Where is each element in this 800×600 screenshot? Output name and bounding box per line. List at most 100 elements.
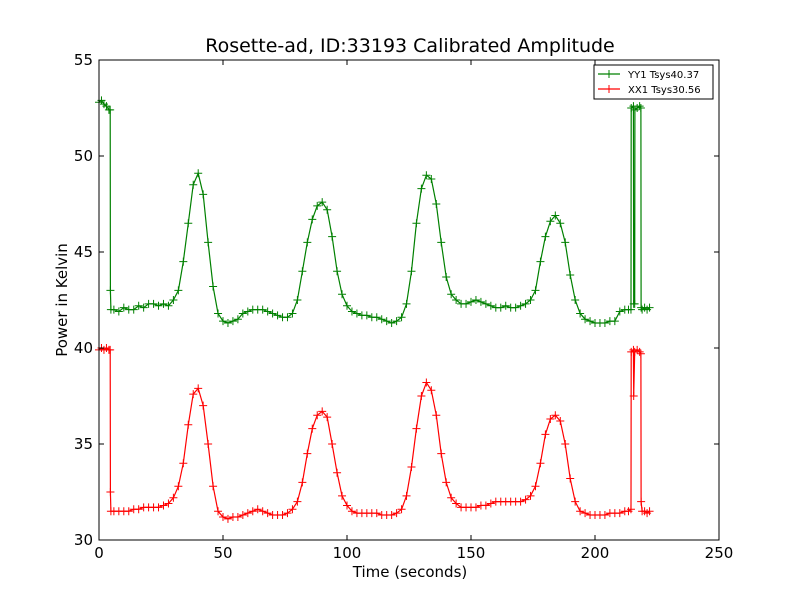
- data-point: [159, 501, 168, 510]
- y-tick-label: 40: [74, 339, 93, 357]
- data-point: [189, 390, 198, 399]
- data-point: [387, 319, 396, 328]
- data-point: [637, 497, 646, 506]
- data-point: [233, 315, 242, 324]
- data-point: [323, 205, 332, 214]
- x-tick-label: 100: [333, 544, 362, 562]
- data-point: [106, 286, 115, 295]
- legend-label: XX1 Tsys30.56: [628, 85, 701, 96]
- data-point: [392, 317, 401, 326]
- data-point: [303, 238, 312, 247]
- data-point: [313, 201, 322, 210]
- data-point: [223, 514, 232, 523]
- data-point: [531, 482, 540, 491]
- data-point: [362, 311, 371, 320]
- data-point: [636, 349, 645, 358]
- data-point: [338, 491, 347, 500]
- data-point: [645, 303, 654, 312]
- legend-box: [593, 64, 714, 100]
- data-point: [149, 299, 158, 308]
- data-point: [536, 459, 545, 468]
- data-point: [258, 305, 267, 314]
- data-point: [561, 440, 570, 448]
- data-point: [293, 497, 302, 506]
- y-tick-label: 50: [74, 147, 93, 165]
- data-point: [273, 311, 282, 320]
- data-point: [343, 301, 351, 310]
- x-tick-label: 0: [94, 544, 104, 562]
- data-point: [288, 505, 297, 514]
- data-point: [243, 307, 252, 316]
- data-point: [298, 478, 307, 487]
- data-point: [531, 286, 540, 295]
- data-point: [526, 491, 535, 500]
- data-point: [328, 440, 337, 448]
- data-point: [481, 299, 490, 308]
- data-point: [106, 345, 115, 354]
- data-point: [347, 307, 356, 316]
- data-point: [268, 309, 277, 318]
- data-point: [106, 105, 115, 114]
- ticks-layer: 0 50 100 150 200 250 30 35 40 45 50 55: [74, 51, 733, 562]
- data-point: [516, 301, 525, 310]
- data-point: [422, 378, 431, 387]
- series-0: [95, 96, 654, 328]
- plot-area-frame: [98, 59, 720, 541]
- data-point: [626, 505, 635, 514]
- data-point: [238, 309, 247, 318]
- data-point: [219, 512, 227, 521]
- data-point: [447, 493, 456, 502]
- data-point: [397, 313, 406, 322]
- data-point: [106, 488, 115, 496]
- data-point: [263, 307, 272, 316]
- data-point: [586, 317, 595, 326]
- data-point: [576, 507, 585, 516]
- data-point: [169, 296, 178, 304]
- data-point: [283, 509, 292, 518]
- data-point: [581, 315, 590, 324]
- data-point: [452, 296, 461, 304]
- data-point: [164, 301, 173, 310]
- data-point: [377, 315, 386, 324]
- data-point: [615, 509, 624, 518]
- data-point: [546, 217, 555, 226]
- data-point: [119, 303, 128, 312]
- data-point: [571, 296, 580, 304]
- data-point: [134, 505, 143, 514]
- data-point: [258, 507, 267, 516]
- data-point: [581, 509, 590, 518]
- data-point: [263, 509, 272, 518]
- data-point: [452, 499, 461, 508]
- x-tick-label: 250: [705, 544, 734, 562]
- data-point: [432, 411, 441, 420]
- data-point: [318, 198, 327, 207]
- legend-marker: [605, 85, 613, 93]
- series-layer: [95, 96, 654, 523]
- data-point: [114, 307, 123, 316]
- data-point: [392, 509, 401, 518]
- data-point: [427, 175, 436, 184]
- data-point: [308, 215, 317, 224]
- x-axis-label: Time (seconds): [352, 563, 468, 581]
- data-point: [328, 232, 337, 241]
- data-point: [442, 478, 451, 487]
- legend-label: YY1 Tsys40.37: [627, 70, 699, 81]
- data-point: [313, 411, 322, 420]
- data-point: [471, 503, 480, 512]
- data-point: [214, 507, 223, 516]
- x-tick-label: 150: [457, 544, 486, 562]
- data-point: [288, 309, 297, 318]
- data-point: [184, 219, 193, 228]
- data-point: [600, 319, 609, 328]
- data-point: [551, 211, 560, 220]
- data-point: [323, 413, 332, 422]
- data-point: [437, 238, 446, 247]
- data-point: [471, 296, 480, 304]
- data-point: [184, 420, 193, 429]
- chart-title: Rosette-ad, ID:33193 Calibrated Amplitud…: [205, 35, 615, 57]
- data-point: [219, 317, 227, 326]
- data-point: [600, 511, 609, 520]
- data-point: [635, 347, 644, 356]
- data-point: [278, 511, 287, 520]
